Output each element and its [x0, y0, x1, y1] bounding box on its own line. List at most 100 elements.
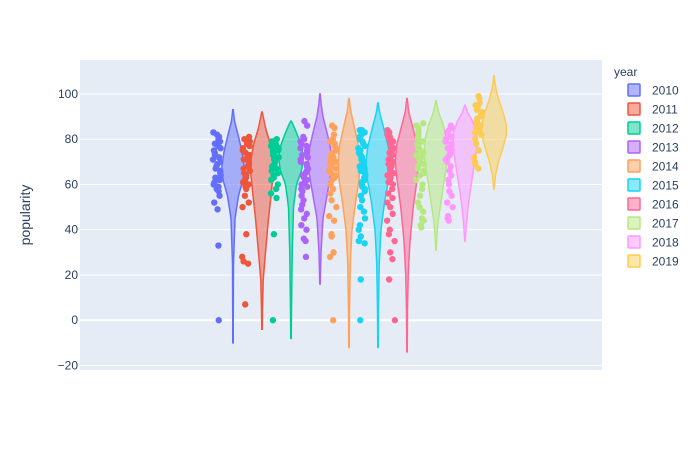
- data-point-2017[interactable]: [418, 224, 425, 231]
- legend-item-2018[interactable]: 2018: [627, 235, 679, 250]
- data-point-2015[interactable]: [357, 203, 364, 211]
- data-point-2013[interactable]: [297, 158, 305, 166]
- data-point-2011[interactable]: [241, 192, 249, 199]
- data-point-2017[interactable]: [419, 120, 427, 127]
- data-point-2017[interactable]: [419, 138, 426, 145]
- data-point-2017[interactable]: [416, 172, 424, 179]
- data-point-2016[interactable]: [391, 317, 399, 324]
- data-point-2012[interactable]: [275, 147, 282, 154]
- data-point-2017[interactable]: [418, 185, 426, 193]
- data-point-2013[interactable]: [298, 221, 305, 229]
- violin-2011[interactable]: [250, 111, 274, 331]
- data-point-2010[interactable]: [215, 317, 222, 324]
- data-point-2014[interactable]: [329, 317, 337, 324]
- data-point-2018[interactable]: [448, 172, 455, 179]
- data-point-2018[interactable]: [442, 138, 449, 145]
- data-point-2015[interactable]: [355, 226, 362, 233]
- data-point-2010[interactable]: [216, 176, 224, 184]
- data-point-2011[interactable]: [243, 231, 250, 238]
- data-point-2012[interactable]: [272, 185, 280, 193]
- data-point-2016[interactable]: [391, 237, 398, 245]
- data-point-2018[interactable]: [449, 203, 456, 211]
- data-point-2013[interactable]: [298, 181, 305, 188]
- data-point-2014[interactable]: [328, 233, 335, 240]
- data-point-2014[interactable]: [332, 158, 339, 166]
- data-point-2011[interactable]: [245, 199, 252, 206]
- data-point-2019[interactable]: [472, 140, 480, 147]
- data-point-2015[interactable]: [358, 197, 366, 204]
- data-point-2011[interactable]: [243, 185, 250, 193]
- data-point-2016[interactable]: [388, 185, 396, 193]
- violin-2010[interactable]: [221, 109, 245, 344]
- data-point-2012[interactable]: [267, 190, 275, 197]
- data-point-2018[interactable]: [448, 133, 455, 141]
- violin-2019[interactable]: [480, 75, 508, 190]
- data-point-2019[interactable]: [471, 129, 479, 136]
- data-point-2015[interactable]: [357, 317, 364, 324]
- data-point-2015[interactable]: [357, 276, 364, 283]
- data-point-2016[interactable]: [389, 210, 396, 218]
- data-point-2013[interactable]: [303, 122, 311, 129]
- data-point-2015[interactable]: [361, 240, 368, 247]
- data-point-2014[interactable]: [325, 212, 333, 220]
- violin-2013[interactable]: [307, 93, 333, 285]
- data-point-2014[interactable]: [327, 190, 334, 197]
- violin-2014[interactable]: [337, 97, 361, 349]
- data-point-2016[interactable]: [385, 276, 393, 283]
- data-point-2015[interactable]: [361, 188, 368, 195]
- data-point-2016[interactable]: [385, 231, 393, 238]
- data-point-2011[interactable]: [246, 142, 253, 150]
- data-point-2014[interactable]: [330, 249, 337, 256]
- legend-item-2011[interactable]: 2011: [627, 102, 678, 117]
- violin-2015[interactable]: [365, 102, 391, 349]
- data-point-2018[interactable]: [445, 217, 452, 224]
- data-point-2014[interactable]: [333, 203, 340, 211]
- legend-item-2016[interactable]: 2016: [627, 197, 679, 212]
- legend-item-2010[interactable]: 2010: [627, 83, 679, 98]
- data-point-2012[interactable]: [269, 317, 277, 324]
- legend-item-2012[interactable]: 2012: [627, 121, 679, 136]
- data-point-2017[interactable]: [419, 208, 427, 215]
- data-point-2010[interactable]: [215, 242, 222, 249]
- data-point-2016[interactable]: [387, 203, 394, 211]
- data-point-2016[interactable]: [383, 217, 391, 224]
- data-point-2019[interactable]: [475, 147, 483, 154]
- data-point-2019[interactable]: [478, 131, 485, 138]
- data-point-2014[interactable]: [332, 165, 340, 172]
- data-point-2011[interactable]: [246, 167, 254, 175]
- data-point-2010[interactable]: [216, 192, 223, 199]
- data-point-2012[interactable]: [267, 176, 275, 184]
- data-point-2017[interactable]: [419, 181, 426, 188]
- data-point-2017[interactable]: [416, 192, 424, 199]
- data-point-2010[interactable]: [217, 145, 224, 152]
- data-point-2016[interactable]: [387, 249, 394, 256]
- data-point-2019[interactable]: [473, 106, 481, 113]
- data-point-2014[interactable]: [327, 169, 335, 177]
- data-point-2018[interactable]: [444, 199, 451, 206]
- data-point-2013[interactable]: [302, 237, 309, 245]
- data-point-2013[interactable]: [301, 215, 308, 222]
- data-point-2011[interactable]: [239, 203, 246, 211]
- data-point-2015[interactable]: [361, 142, 369, 150]
- data-point-2011[interactable]: [244, 260, 252, 267]
- legend-item-2014[interactable]: 2014: [627, 159, 679, 174]
- data-point-2018[interactable]: [448, 192, 455, 199]
- data-point-2011[interactable]: [242, 301, 249, 308]
- data-point-2012[interactable]: [273, 194, 280, 202]
- data-point-2019[interactable]: [475, 165, 482, 172]
- violin-2017[interactable]: [423, 99, 449, 251]
- data-point-2016[interactable]: [389, 255, 396, 263]
- legend-item-2017[interactable]: 2017: [627, 216, 679, 231]
- data-point-2019[interactable]: [476, 95, 483, 102]
- data-point-2016[interactable]: [385, 190, 392, 197]
- violin-2018[interactable]: [451, 104, 479, 242]
- data-point-2013[interactable]: [297, 206, 305, 213]
- data-point-2017[interactable]: [412, 176, 420, 184]
- data-point-2013[interactable]: [302, 253, 310, 261]
- data-point-2013[interactable]: [304, 154, 311, 161]
- data-point-2014[interactable]: [331, 124, 338, 132]
- violin-2016[interactable]: [394, 97, 420, 353]
- data-point-2017[interactable]: [420, 160, 428, 168]
- data-point-2015[interactable]: [361, 215, 369, 222]
- data-point-2015[interactable]: [360, 208, 368, 215]
